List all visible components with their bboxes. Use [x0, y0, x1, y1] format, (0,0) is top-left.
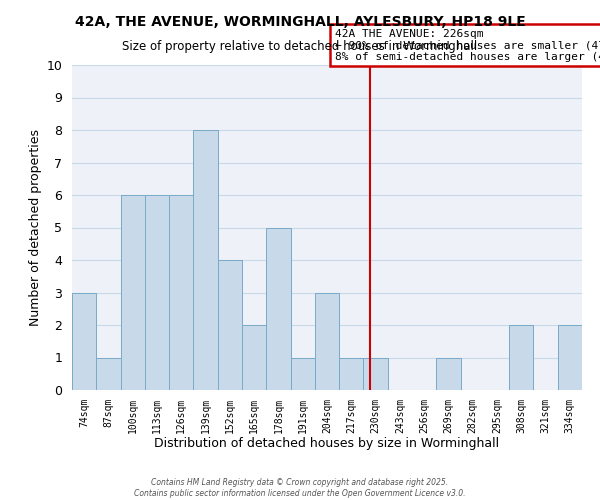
Bar — [290, 358, 315, 390]
Bar — [96, 358, 121, 390]
Text: 42A THE AVENUE: 226sqm
← 90% of detached houses are smaller (47)
8% of semi-deta: 42A THE AVENUE: 226sqm ← 90% of detached… — [335, 28, 600, 62]
Bar — [121, 195, 145, 390]
X-axis label: Distribution of detached houses by size in Worminghall: Distribution of detached houses by size … — [154, 437, 500, 450]
Bar — [509, 325, 533, 390]
Bar — [72, 292, 96, 390]
Bar — [193, 130, 218, 390]
Bar — [558, 325, 582, 390]
Bar — [218, 260, 242, 390]
Bar — [315, 292, 339, 390]
Bar — [339, 358, 364, 390]
Text: Size of property relative to detached houses in Worminghall: Size of property relative to detached ho… — [122, 40, 478, 53]
Bar — [145, 195, 169, 390]
Text: 42A, THE AVENUE, WORMINGHALL, AYLESBURY, HP18 9LE: 42A, THE AVENUE, WORMINGHALL, AYLESBURY,… — [74, 15, 526, 29]
Text: Contains HM Land Registry data © Crown copyright and database right 2025.
Contai: Contains HM Land Registry data © Crown c… — [134, 478, 466, 498]
Bar — [364, 358, 388, 390]
Bar — [169, 195, 193, 390]
Bar — [436, 358, 461, 390]
Bar — [266, 228, 290, 390]
Y-axis label: Number of detached properties: Number of detached properties — [29, 129, 42, 326]
Bar — [242, 325, 266, 390]
